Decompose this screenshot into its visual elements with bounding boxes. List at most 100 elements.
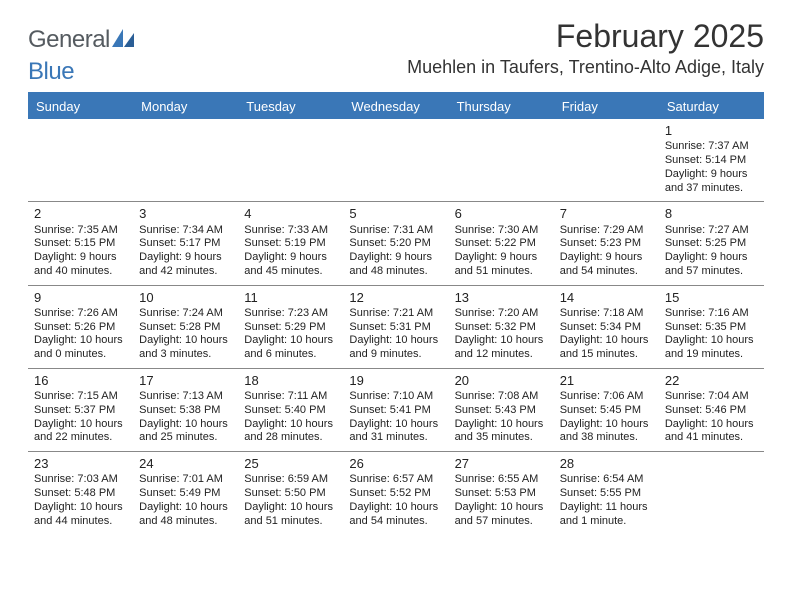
daylight1-text: Daylight: 9 hours (665, 251, 758, 265)
calendar-cell: 13Sunrise: 7:20 AMSunset: 5:32 PMDayligh… (449, 286, 554, 368)
sunrise-text: Sunrise: 7:24 AM (139, 307, 232, 321)
sunset-text: Sunset: 5:49 PM (139, 487, 232, 501)
daylight1-text: Daylight: 9 hours (139, 251, 232, 265)
calendar-row: 16Sunrise: 7:15 AMSunset: 5:37 PMDayligh… (28, 369, 764, 452)
daylight2-text: and 25 minutes. (139, 431, 232, 445)
weekday-header: Saturday (659, 94, 764, 119)
day-number: 22 (665, 373, 758, 389)
sunrise-text: Sunrise: 7:34 AM (139, 224, 232, 238)
sunrise-text: Sunrise: 7:04 AM (665, 390, 758, 404)
daylight1-text: Daylight: 10 hours (34, 418, 127, 432)
sunset-text: Sunset: 5:40 PM (244, 404, 337, 418)
calendar-row: 9Sunrise: 7:26 AMSunset: 5:26 PMDaylight… (28, 286, 764, 369)
sunset-text: Sunset: 5:15 PM (34, 237, 127, 251)
calendar-table: Sunday Monday Tuesday Wednesday Thursday… (28, 94, 764, 534)
daylight2-text: and 22 minutes. (34, 431, 127, 445)
daylight1-text: Daylight: 9 hours (34, 251, 127, 265)
sunrise-text: Sunrise: 7:30 AM (455, 224, 548, 238)
calendar-cell: 19Sunrise: 7:10 AMSunset: 5:41 PMDayligh… (343, 369, 448, 451)
sail-icon (112, 26, 134, 54)
daylight1-text: Daylight: 9 hours (560, 251, 653, 265)
sunset-text: Sunset: 5:20 PM (349, 237, 442, 251)
daylight1-text: Daylight: 10 hours (244, 501, 337, 515)
calendar-cell: 27Sunrise: 6:55 AMSunset: 5:53 PMDayligh… (449, 452, 554, 534)
calendar-cell: 14Sunrise: 7:18 AMSunset: 5:34 PMDayligh… (554, 286, 659, 368)
day-number: 23 (34, 456, 127, 472)
calendar-cell: 6Sunrise: 7:30 AMSunset: 5:22 PMDaylight… (449, 202, 554, 284)
daylight1-text: Daylight: 10 hours (139, 334, 232, 348)
weekday-header: Thursday (449, 94, 554, 119)
weekday-header: Sunday (28, 94, 133, 119)
logo-text: General Blue (28, 26, 134, 86)
day-number: 16 (34, 373, 127, 389)
sunrise-text: Sunrise: 7:08 AM (455, 390, 548, 404)
day-number: 7 (560, 206, 653, 222)
calendar-cell (449, 119, 554, 201)
calendar-cell: 3Sunrise: 7:34 AMSunset: 5:17 PMDaylight… (133, 202, 238, 284)
calendar-row: 1Sunrise: 7:37 AMSunset: 5:14 PMDaylight… (28, 119, 764, 202)
sunset-text: Sunset: 5:35 PM (665, 321, 758, 335)
calendar-cell: 18Sunrise: 7:11 AMSunset: 5:40 PMDayligh… (238, 369, 343, 451)
title-block: February 2025 Muehlen in Taufers, Trenti… (407, 18, 764, 78)
calendar-cell: 2Sunrise: 7:35 AMSunset: 5:15 PMDaylight… (28, 202, 133, 284)
sunset-text: Sunset: 5:43 PM (455, 404, 548, 418)
sunrise-text: Sunrise: 7:01 AM (139, 473, 232, 487)
daylight2-text: and 19 minutes. (665, 348, 758, 362)
sunset-text: Sunset: 5:50 PM (244, 487, 337, 501)
daylight1-text: Daylight: 10 hours (244, 334, 337, 348)
calendar-cell: 8Sunrise: 7:27 AMSunset: 5:25 PMDaylight… (659, 202, 764, 284)
daylight1-text: Daylight: 10 hours (34, 501, 127, 515)
sunrise-text: Sunrise: 7:23 AM (244, 307, 337, 321)
logo-word2: Blue (28, 58, 74, 85)
sunset-text: Sunset: 5:48 PM (34, 487, 127, 501)
sunset-text: Sunset: 5:22 PM (455, 237, 548, 251)
daylight2-text: and 42 minutes. (139, 265, 232, 279)
calendar-cell (133, 119, 238, 201)
sunrise-text: Sunrise: 7:06 AM (560, 390, 653, 404)
daylight2-text: and 35 minutes. (455, 431, 548, 445)
daylight2-text: and 54 minutes. (349, 515, 442, 529)
sunset-text: Sunset: 5:17 PM (139, 237, 232, 251)
daylight1-text: Daylight: 10 hours (665, 334, 758, 348)
calendar-cell (554, 119, 659, 201)
daylight1-text: Daylight: 9 hours (244, 251, 337, 265)
daylight2-text: and 28 minutes. (244, 431, 337, 445)
weekday-header: Monday (133, 94, 238, 119)
sunrise-text: Sunrise: 7:13 AM (139, 390, 232, 404)
day-number: 12 (349, 290, 442, 306)
daylight2-text: and 15 minutes. (560, 348, 653, 362)
day-number: 11 (244, 290, 337, 306)
calendar-page: General Blue February 2025 Muehlen in Ta… (0, 0, 792, 544)
day-number: 2 (34, 206, 127, 222)
daylight1-text: Daylight: 10 hours (349, 334, 442, 348)
daylight2-text: and 0 minutes. (34, 348, 127, 362)
calendar-cell: 12Sunrise: 7:21 AMSunset: 5:31 PMDayligh… (343, 286, 448, 368)
day-number: 19 (349, 373, 442, 389)
calendar-cell (659, 452, 764, 534)
calendar-cell: 22Sunrise: 7:04 AMSunset: 5:46 PMDayligh… (659, 369, 764, 451)
daylight2-text: and 48 minutes. (139, 515, 232, 529)
sunset-text: Sunset: 5:34 PM (560, 321, 653, 335)
daylight1-text: Daylight: 9 hours (665, 168, 758, 182)
sunset-text: Sunset: 5:38 PM (139, 404, 232, 418)
sunrise-text: Sunrise: 6:57 AM (349, 473, 442, 487)
daylight2-text: and 41 minutes. (665, 431, 758, 445)
sunset-text: Sunset: 5:28 PM (139, 321, 232, 335)
day-number: 9 (34, 290, 127, 306)
daylight1-text: Daylight: 10 hours (244, 418, 337, 432)
sunrise-text: Sunrise: 7:31 AM (349, 224, 442, 238)
location-subtitle: Muehlen in Taufers, Trentino-Alto Adige,… (407, 57, 764, 78)
calendar-cell: 16Sunrise: 7:15 AMSunset: 5:37 PMDayligh… (28, 369, 133, 451)
daylight2-text: and 45 minutes. (244, 265, 337, 279)
calendar-body: 1Sunrise: 7:37 AMSunset: 5:14 PMDaylight… (28, 119, 764, 534)
calendar-row: 23Sunrise: 7:03 AMSunset: 5:48 PMDayligh… (28, 452, 764, 534)
sunrise-text: Sunrise: 7:11 AM (244, 390, 337, 404)
day-number: 17 (139, 373, 232, 389)
daylight1-text: Daylight: 10 hours (665, 418, 758, 432)
daylight1-text: Daylight: 11 hours (560, 501, 653, 515)
calendar-cell: 23Sunrise: 7:03 AMSunset: 5:48 PMDayligh… (28, 452, 133, 534)
calendar-cell: 9Sunrise: 7:26 AMSunset: 5:26 PMDaylight… (28, 286, 133, 368)
calendar-cell: 20Sunrise: 7:08 AMSunset: 5:43 PMDayligh… (449, 369, 554, 451)
weekday-header: Friday (554, 94, 659, 119)
calendar-cell (343, 119, 448, 201)
